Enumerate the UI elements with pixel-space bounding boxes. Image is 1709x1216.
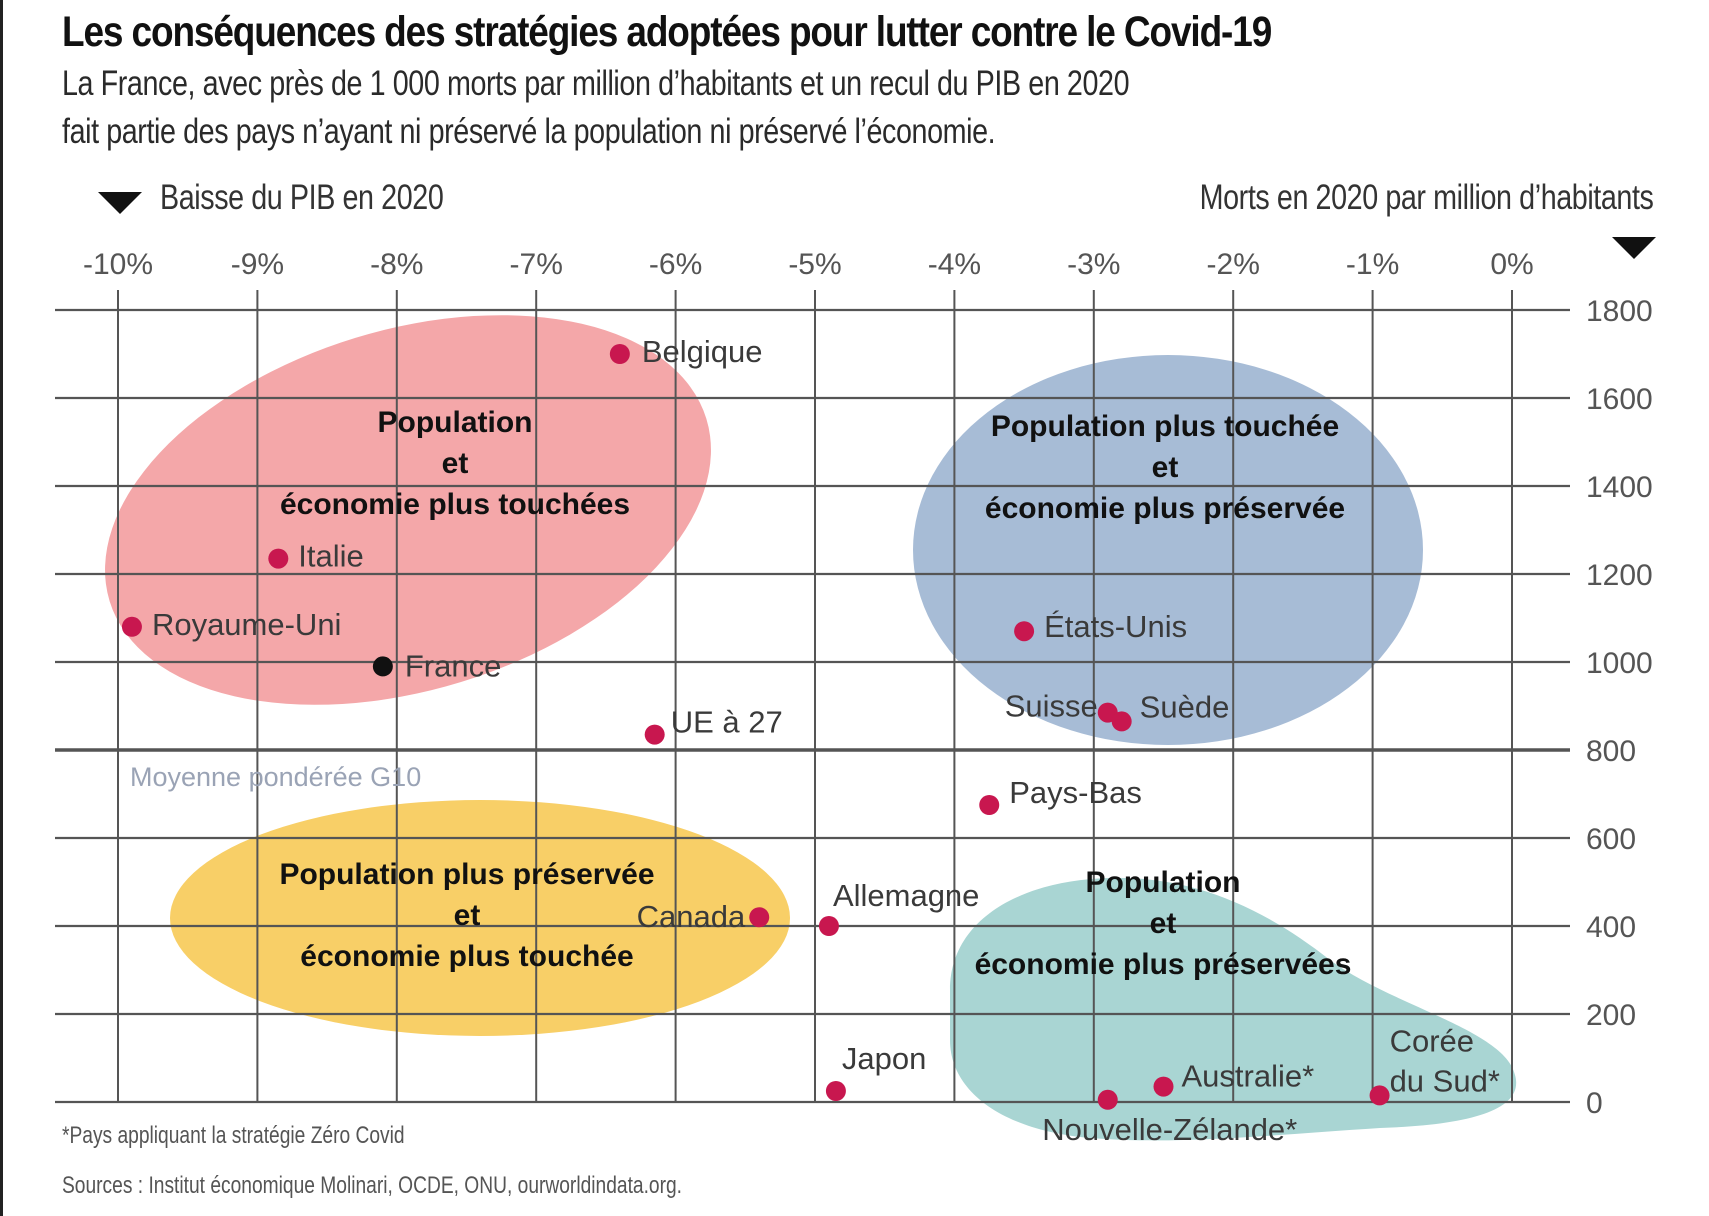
region-bottom-left xyxy=(170,800,790,1036)
point-label: UE à 27 xyxy=(671,705,783,740)
point-marker xyxy=(818,916,839,936)
point-label: du Sud* xyxy=(1390,1063,1500,1098)
chart-title: Les conséquences des stratégies adoptées… xyxy=(62,8,1272,56)
y-axis-ticks: 0 200 400 600 800 1000 1200 1400 1600 1800 xyxy=(1586,295,1653,1120)
data-point: Nouvelle-Zélande* xyxy=(1042,1089,1297,1147)
point-marker xyxy=(121,616,142,637)
point-label: Suède xyxy=(1140,689,1230,724)
point-label: États-Unis xyxy=(1044,609,1187,644)
data-point: Japon xyxy=(825,1041,926,1101)
sources-note: Sources : Institut économique Molinari, … xyxy=(62,1172,682,1199)
data-point: Allemagne xyxy=(818,878,979,936)
point-label: Italie xyxy=(298,539,363,574)
x-tick-label: -9% xyxy=(231,248,284,281)
point-marker xyxy=(609,344,630,364)
point-label: Suisse xyxy=(1005,689,1098,724)
point-label: Belgique xyxy=(642,334,763,369)
y-tick-label: 200 xyxy=(1586,999,1636,1032)
region-label-bottom-right: et xyxy=(1150,907,1177,940)
x-tick-label: -10% xyxy=(83,248,153,281)
point-marker xyxy=(1111,711,1132,732)
x-tick-label: -4% xyxy=(928,248,981,281)
footnote-zero-covid: *Pays appliquant la stratégie Zéro Covid xyxy=(62,1122,405,1149)
data-point: Suisse xyxy=(1005,689,1118,724)
regions-layer xyxy=(105,315,1517,1141)
data-point: Canada xyxy=(637,899,770,934)
point-label: Nouvelle-Zélande* xyxy=(1042,1112,1297,1147)
y-tick-label: 800 xyxy=(1586,735,1636,768)
point-marker xyxy=(1369,1085,1390,1106)
x-tick-label: -7% xyxy=(510,248,563,281)
point-label: Corée xyxy=(1390,1023,1474,1058)
point-marker xyxy=(749,907,770,928)
data-point: UE à 27 xyxy=(644,705,783,745)
chart-subtitle-line-1: La France, avec près de 1 000 morts par … xyxy=(62,64,1130,103)
point-marker xyxy=(1153,1076,1174,1097)
point-label: Pays-Bas xyxy=(1009,775,1142,810)
point-label: Allemagne xyxy=(833,878,979,913)
region-label-top-right: Population plus touchée xyxy=(991,410,1339,443)
y-axis-title: Morts en 2020 par million d’habitants xyxy=(1199,178,1653,217)
point-label: Canada xyxy=(637,899,746,934)
y-tick-label: 1000 xyxy=(1586,647,1653,680)
image-border xyxy=(0,0,3,1216)
region-label-bottom-left: Population plus préservée xyxy=(279,858,654,891)
x-tick-label: -8% xyxy=(370,248,423,281)
y-tick-label: 600 xyxy=(1586,823,1636,856)
y-tick-label: 0 xyxy=(1586,1087,1603,1120)
point-label: Royaume-Uni xyxy=(152,607,342,642)
x-tick-label: -2% xyxy=(1207,248,1260,281)
region-label-bottom-left: économie plus touchée xyxy=(300,940,633,973)
point-marker xyxy=(268,548,289,569)
y-tick-label: 1600 xyxy=(1586,383,1653,416)
data-point: Australie* xyxy=(1153,1059,1315,1097)
region-label-bottom-right: Population xyxy=(1086,866,1241,899)
data-point: Pays-Bas xyxy=(979,775,1142,815)
point-marker xyxy=(825,1081,846,1101)
x-tick-label: -3% xyxy=(1067,248,1120,281)
x-axis-direction-triangle-icon xyxy=(98,192,142,214)
y-tick-label: 1400 xyxy=(1586,471,1653,504)
point-marker xyxy=(1097,1089,1118,1110)
points-layer: Belgique Italie Royaume-Uni France UE à 27 Ét… xyxy=(121,334,1500,1147)
y-axis-direction-triangle-icon xyxy=(1612,237,1656,259)
point-label: France xyxy=(405,648,501,683)
region-label-bottom-right: économie plus préservées xyxy=(975,948,1352,981)
region-labels-layer: Population et économie plus touchées Popula… xyxy=(279,406,1351,981)
x-axis-title: Baisse du PIB en 2020 xyxy=(160,178,444,217)
point-label: Japon xyxy=(842,1041,926,1076)
region-label-bottom-left: et xyxy=(454,899,481,932)
region-label-top-left: et xyxy=(442,447,469,480)
data-point: Italie xyxy=(268,539,364,574)
data-point: Suède xyxy=(1111,689,1230,732)
data-point: Belgique xyxy=(609,334,763,369)
reference-line-label: Moyenne pondérée G10 xyxy=(130,762,421,792)
point-marker xyxy=(372,656,393,677)
point-label: Australie* xyxy=(1182,1059,1315,1094)
region-label-top-left: économie plus touchées xyxy=(280,488,630,521)
chart-subtitle-line-2: fait partie des pays n’ayant ni préservé… xyxy=(62,112,996,151)
region-label-top-right: économie plus préservée xyxy=(985,492,1345,525)
reference-line-layer: Moyenne pondérée G10 xyxy=(130,762,421,792)
x-tick-label: -5% xyxy=(788,248,841,281)
y-tick-label: 1800 xyxy=(1586,295,1653,328)
x-tick-label: -6% xyxy=(649,248,702,281)
region-label-top-right: et xyxy=(1152,451,1179,484)
data-point: Corée du Sud* xyxy=(1369,1023,1500,1106)
point-marker xyxy=(979,795,1000,815)
data-point: Royaume-Uni xyxy=(121,607,342,642)
region-label-top-left: Population xyxy=(378,406,533,439)
point-marker xyxy=(1014,621,1035,642)
point-marker xyxy=(644,724,665,745)
y-tick-label: 400 xyxy=(1586,911,1636,944)
region-top-right xyxy=(913,355,1423,745)
x-tick-label: -1% xyxy=(1346,248,1399,281)
x-tick-label: 0% xyxy=(1490,248,1533,281)
grid-layer xyxy=(55,290,1570,1104)
data-point: États-Unis xyxy=(1014,609,1187,644)
data-point: France xyxy=(372,648,501,683)
x-axis-ticks: -10% -9% -8% -7% -6% -5% -4% -3% -2% -1% 0% xyxy=(83,248,1534,281)
y-tick-label: 1200 xyxy=(1586,559,1653,592)
